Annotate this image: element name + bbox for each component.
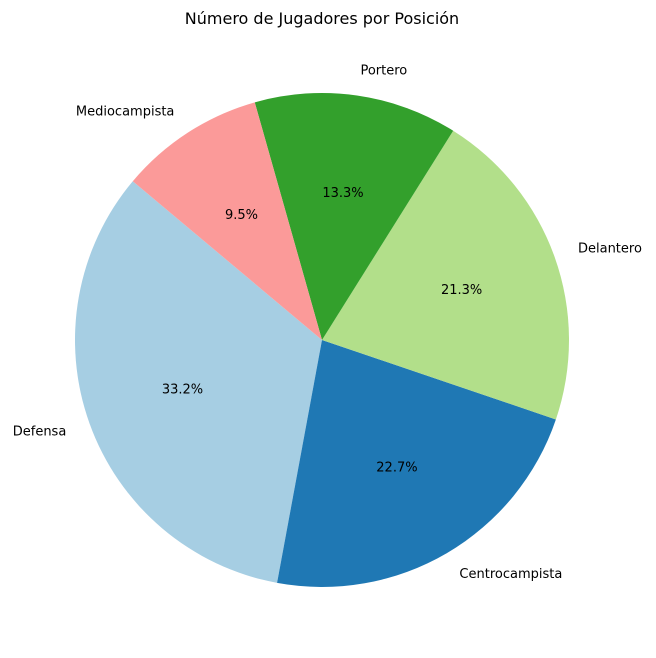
pie-pct-label-centrocampista: 22.7% <box>376 460 417 475</box>
pie-label-defensa: Defensa <box>13 424 67 439</box>
pie-slice-centrocampista <box>277 340 556 588</box>
pie-label-delantero: Delantero <box>578 241 642 256</box>
pie-slice-delantero <box>322 130 570 420</box>
pie-pct-label-delantero: 21.3% <box>441 283 482 298</box>
pie-pct-label-portero: 13.3% <box>322 186 363 201</box>
pie-label-centrocampista: Centrocampista <box>459 567 562 582</box>
pie-pct-label-defensa: 33.2% <box>162 383 203 398</box>
pie-slice-portero <box>254 93 454 340</box>
pie-slice-defensa <box>75 181 322 583</box>
pie-pct-label-mediocampista: 9.5% <box>225 208 258 223</box>
pie-label-portero: Portero <box>360 64 407 79</box>
pie-slice-mediocampista <box>132 102 322 340</box>
chart-title: Número de Jugadores por Posición <box>185 9 459 28</box>
pie-label-mediocampista: Mediocampista <box>76 104 175 119</box>
pie-labels: 33.2% Defensa 22.7% Centrocampista 21.3% Dela… <box>13 64 642 582</box>
pie-slices <box>75 93 570 588</box>
